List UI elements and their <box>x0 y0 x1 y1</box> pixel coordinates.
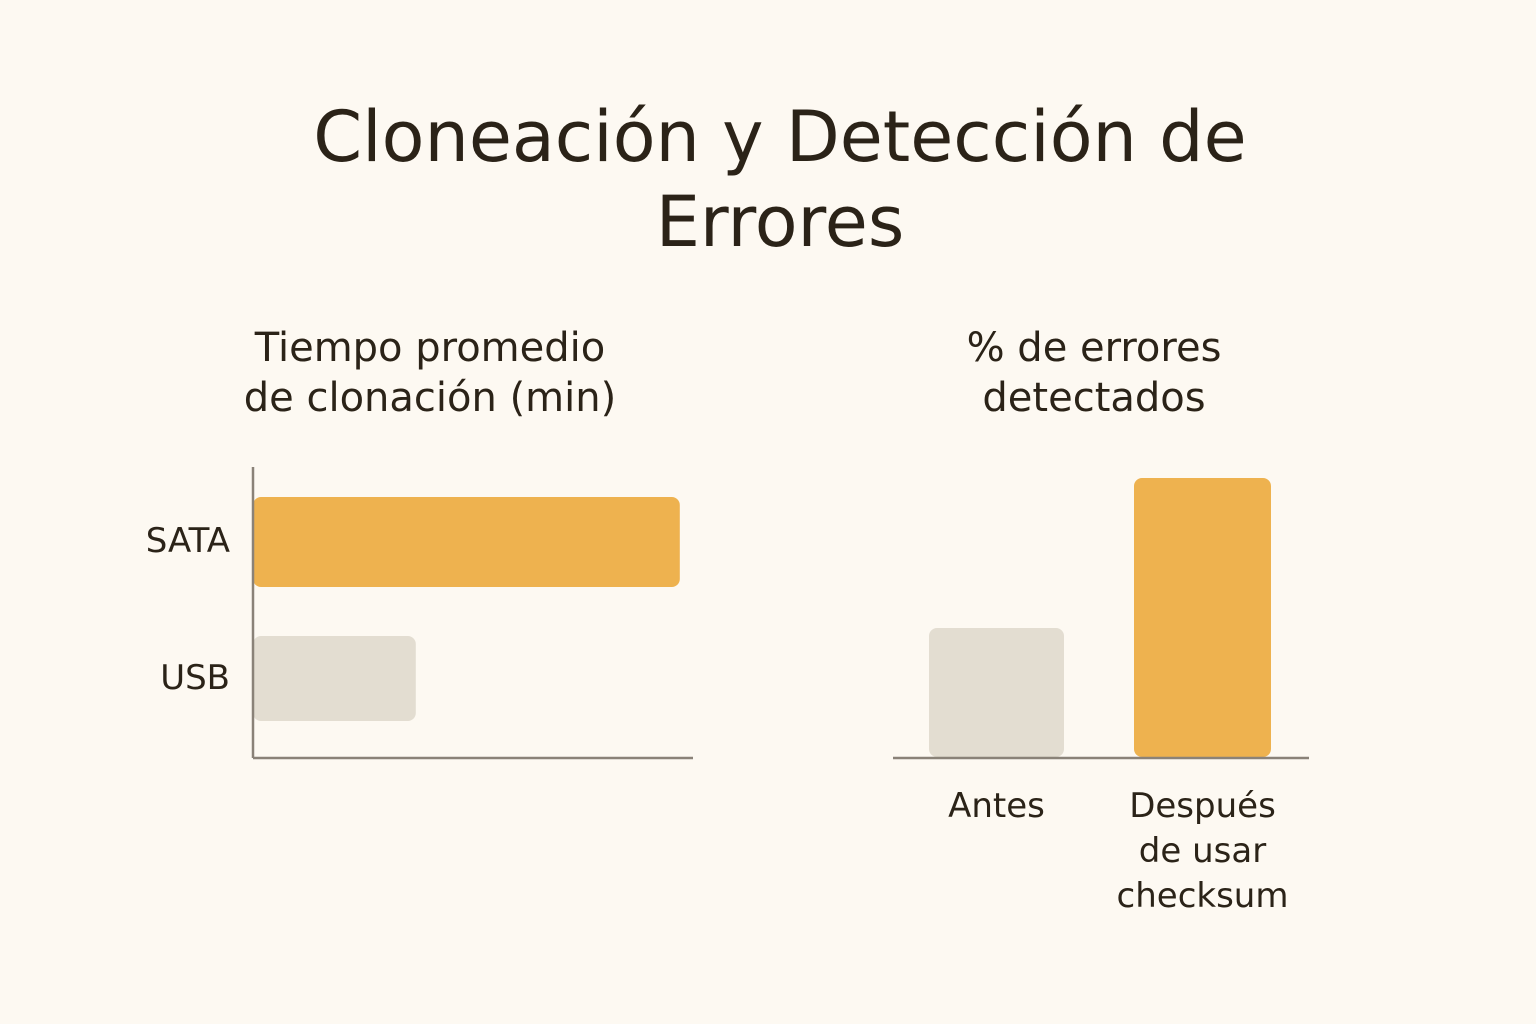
bar <box>1134 478 1271 757</box>
bar <box>253 497 680 587</box>
bar <box>929 628 1064 757</box>
chart-title: Tiempo promedio de clonación (min) <box>243 325 617 421</box>
y-tick-label: SATA <box>145 521 230 561</box>
chart-title: % de errores detectados <box>966 325 1222 421</box>
x-tick-label: Después de usar checksum <box>1116 786 1289 916</box>
x-tick-label: Antes <box>948 786 1045 826</box>
bar <box>253 636 416 721</box>
page-title: Cloneación y Detección de Errores <box>313 96 1247 264</box>
y-tick-label: USB <box>160 657 230 698</box>
